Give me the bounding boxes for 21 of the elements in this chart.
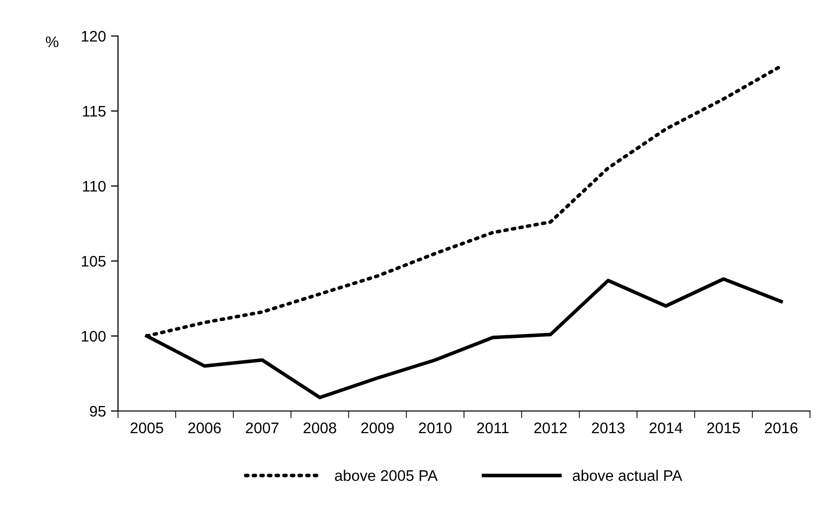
y-tick-label: 120 <box>82 30 106 42</box>
x-tick-label: 2010 <box>418 422 452 434</box>
x-tick-label: 2008 <box>304 422 336 434</box>
x-tick-label: 2011 <box>477 422 509 434</box>
x-tick-label: 2013 <box>592 422 624 434</box>
x-tick-label: 2006 <box>188 422 221 434</box>
y-tick-label: 95 <box>90 406 106 417</box>
x-tick-label: 2007 <box>246 422 278 434</box>
y-tick-label: 105 <box>82 256 106 267</box>
x-tick-label: 2016 <box>764 422 798 434</box>
y-axis-title: % <box>46 36 58 48</box>
legend-label: above actual PA <box>572 470 682 481</box>
x-tick-label: 2012 <box>534 422 567 434</box>
x-tick-label: 2005 <box>130 422 164 434</box>
x-tick-label: 2014 <box>650 422 682 434</box>
y-tick-label: 115 <box>83 106 106 117</box>
legend-label: above 2005 PA <box>334 470 438 481</box>
x-tick-label: 2015 <box>707 422 740 434</box>
y-tick-label: 100 <box>82 330 106 342</box>
x-tick-label: 2009 <box>361 422 394 434</box>
y-tick-label: 110 <box>83 180 106 192</box>
